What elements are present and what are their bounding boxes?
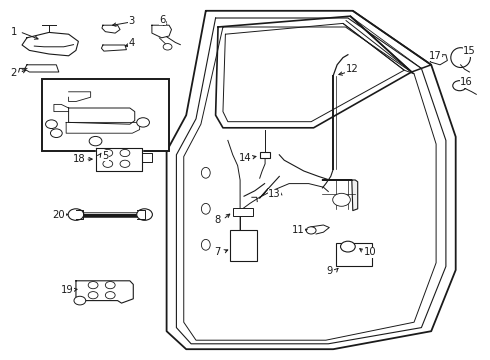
Polygon shape [176,18,446,344]
Ellipse shape [201,203,210,214]
Circle shape [68,209,84,220]
Polygon shape [96,148,142,171]
Circle shape [105,292,115,299]
Polygon shape [101,45,126,51]
Ellipse shape [201,167,210,178]
Polygon shape [184,27,436,340]
Text: 15: 15 [463,46,476,56]
Bar [336,243,372,266]
Polygon shape [76,281,133,303]
Circle shape [46,120,57,129]
Text: 4: 4 [128,38,134,48]
Text: 2: 2 [10,68,17,78]
Circle shape [50,129,62,138]
Circle shape [74,296,86,305]
Text: 3: 3 [128,16,134,26]
Polygon shape [167,11,456,349]
Text: 10: 10 [364,247,376,257]
Circle shape [88,282,98,289]
Text: 9: 9 [326,266,333,276]
Circle shape [341,241,355,252]
Polygon shape [24,65,59,72]
Polygon shape [66,119,140,133]
Circle shape [88,292,98,299]
Text: 18: 18 [73,154,86,164]
Circle shape [103,160,113,167]
Circle shape [306,227,316,234]
Circle shape [333,193,350,206]
Polygon shape [22,32,78,56]
Ellipse shape [201,239,210,250]
Text: 14: 14 [239,153,251,163]
Circle shape [453,81,466,91]
Circle shape [103,149,113,157]
Text: 5: 5 [102,150,109,161]
Polygon shape [102,25,120,33]
Bar [260,152,270,158]
Text: 12: 12 [345,64,358,74]
Text: 17: 17 [429,51,441,61]
Circle shape [137,209,152,220]
Text: 16: 16 [460,77,473,87]
Text: 20: 20 [52,210,65,220]
Text: 8: 8 [214,215,220,225]
Polygon shape [322,180,358,211]
Text: 13: 13 [268,189,281,199]
Ellipse shape [451,48,470,68]
Circle shape [163,44,172,50]
Text: 19: 19 [61,285,74,295]
Text: 6: 6 [159,15,166,25]
Circle shape [120,160,130,167]
Circle shape [120,149,130,157]
Polygon shape [69,108,135,124]
Text: 1: 1 [10,27,17,37]
Polygon shape [152,25,172,38]
Bar [230,230,257,261]
Circle shape [105,282,115,289]
Text: 7: 7 [214,247,220,257]
Text: 11: 11 [292,225,304,235]
Bar [42,79,169,151]
Circle shape [89,136,102,146]
Polygon shape [430,55,447,65]
Bar [233,208,253,216]
Circle shape [137,118,149,127]
